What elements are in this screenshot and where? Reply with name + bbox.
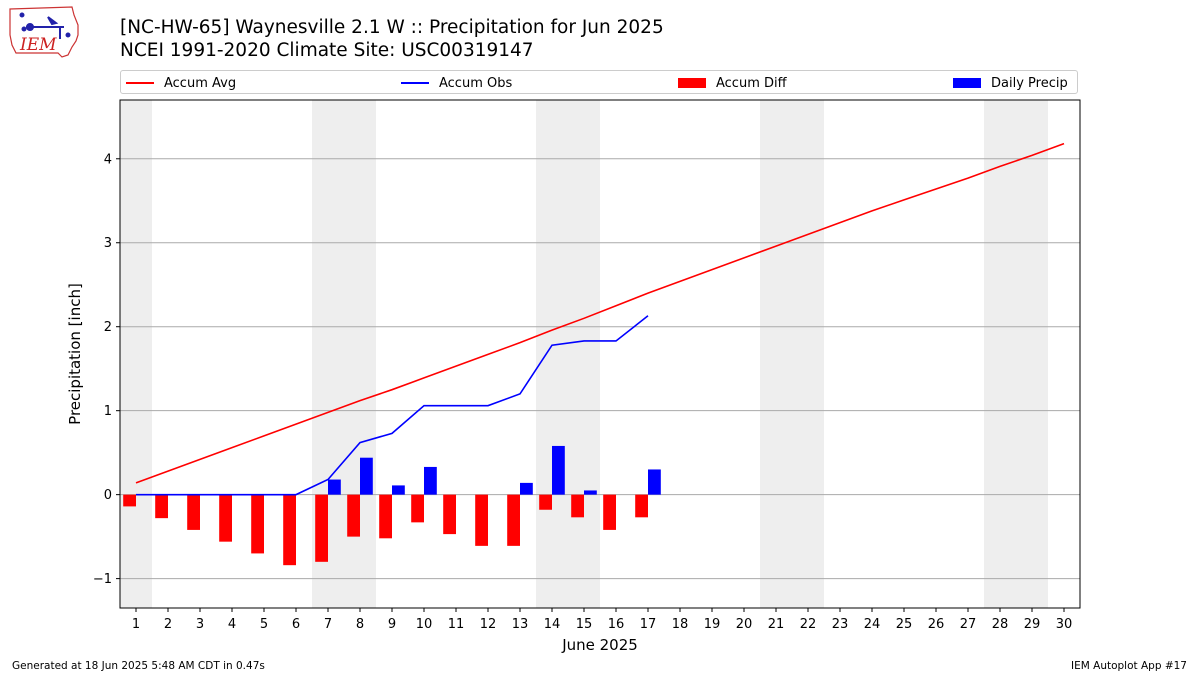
- accum-diff-bar: [635, 494, 648, 518]
- generated-timestamp: Generated at 18 Jun 2025 5:48 AM CDT in …: [12, 660, 265, 672]
- x-tick-label: 26: [928, 617, 945, 632]
- accum-diff-bar: [507, 494, 520, 546]
- weekend-shade-band: [792, 100, 824, 608]
- accum-diff-bar: [475, 494, 488, 546]
- x-tick-label: 10: [416, 617, 433, 632]
- y-tick-label: 1: [104, 404, 112, 419]
- x-tick-label: 9: [388, 617, 396, 632]
- legend-swatch-accum-obs: [401, 82, 429, 84]
- y-tick-label: 2: [104, 320, 112, 335]
- accum-diff-bar: [347, 494, 360, 537]
- accum-diff-bar: [251, 494, 264, 554]
- x-tick-label: 28: [992, 617, 1009, 632]
- daily-precip-bar: [360, 457, 373, 495]
- legend-item-daily-precip: Daily Precip: [953, 74, 1068, 92]
- x-tick-label: 13: [512, 617, 529, 632]
- weekend-shade-band: [120, 100, 152, 608]
- x-tick-label: 20: [736, 617, 753, 632]
- x-tick-label: 12: [480, 617, 497, 632]
- x-tick-label: 24: [864, 617, 881, 632]
- x-tick-label: 27: [960, 617, 977, 632]
- y-tick-label: 4: [104, 152, 112, 167]
- accum-diff-bar: [123, 494, 136, 507]
- x-tick-label: 19: [704, 617, 721, 632]
- weekend-shade-band: [984, 100, 1016, 608]
- daily-precip-bar: [328, 479, 341, 495]
- weather-station-icon: [19, 12, 71, 39]
- y-tick-label: 0: [104, 488, 112, 503]
- accum-diff-bar: [283, 494, 296, 566]
- accum-diff-bar: [219, 494, 232, 542]
- chart-subtitle: NCEI 1991-2020 Climate Site: USC00319147: [120, 40, 534, 61]
- weekend-shade-band: [1016, 100, 1048, 608]
- y-axis-label: Precipitation [inch]: [66, 283, 84, 425]
- daily-precip-bar: [552, 445, 565, 495]
- chart-title: [NC-HW-65] Waynesville 2.1 W :: Precipit…: [120, 17, 664, 38]
- legend-item-accum-obs: Accum Obs: [401, 74, 512, 92]
- accum-avg-line: [135, 142, 1065, 484]
- x-tick-label: 5: [260, 617, 268, 632]
- iowa-state-outline: [9, 6, 79, 58]
- x-tick-label: 2: [164, 617, 172, 632]
- y-tick-label: −1: [93, 572, 112, 587]
- accum-diff-bar: [379, 494, 392, 539]
- daily-precip-bar: [424, 466, 437, 495]
- legend-label-daily-precip: Daily Precip: [991, 75, 1068, 91]
- daily-precip-bar: [392, 485, 405, 495]
- x-tick-label: 6: [292, 617, 300, 632]
- iem-logo: IEM: [9, 6, 79, 58]
- weekend-shade-band: [568, 100, 600, 608]
- legend-label-accum-obs: Accum Obs: [439, 75, 513, 91]
- accum-diff-bar: [411, 494, 424, 523]
- accum-diff-bar: [187, 494, 200, 530]
- legend-swatch-accum-diff: [678, 78, 706, 88]
- legend-label-accum-diff: Accum Diff: [716, 75, 787, 91]
- x-tick-label: 15: [576, 617, 593, 632]
- x-tick-label: 18: [672, 617, 689, 632]
- accum-diff-bar: [539, 494, 552, 510]
- x-axis: 1 2 3 4 5 6 7 8 9 10 11 12 13 14 15 16 17 18 19 20 21 22 23 24 2…: [132, 608, 1072, 632]
- x-tick-label: 14: [544, 617, 561, 632]
- bars: [123, 445, 661, 566]
- x-tick-label: 3: [196, 617, 204, 632]
- x-tick-label: 16: [608, 617, 625, 632]
- accum-obs-line: [136, 315, 649, 496]
- logo-text: IEM: [19, 35, 57, 55]
- plot-frame: [119, 99, 1081, 609]
- daily-precip-bar: [584, 490, 597, 495]
- accum-diff-bar: [603, 494, 616, 530]
- legend-item-accum-avg: Accum Avg: [126, 74, 236, 92]
- y-tick-label: 3: [104, 236, 112, 251]
- y-axis: −1 0 1 2 3 4: [93, 152, 120, 587]
- legend-label-accum-avg: Accum Avg: [164, 75, 237, 91]
- x-tick-label: 30: [1056, 617, 1073, 632]
- accum-diff-bar: [571, 494, 584, 518]
- x-tick-label: 11: [448, 617, 465, 632]
- daily-precip-bar: [648, 469, 661, 495]
- x-axis-label: June 2025: [561, 636, 638, 654]
- x-tick-label: 22: [800, 617, 817, 632]
- legend-swatch-accum-avg: [126, 82, 154, 84]
- x-tick-label: 17: [640, 617, 657, 632]
- x-tick-label: 8: [356, 617, 364, 632]
- accum-diff-bar: [443, 494, 456, 535]
- x-tick-label: 23: [832, 617, 849, 632]
- app-credit: IEM Autoplot App #17: [1071, 660, 1187, 672]
- accum-diff-bar: [155, 494, 168, 519]
- x-tick-label: 29: [1024, 617, 1041, 632]
- legend: Accum Avg Accum Obs Accum Diff Daily Pre…: [120, 70, 1078, 94]
- x-tick-label: 7: [324, 617, 332, 632]
- daily-precip-bar: [520, 482, 533, 495]
- legend-item-accum-diff: Accum Diff: [678, 74, 787, 92]
- x-tick-label: 25: [896, 617, 913, 632]
- accum-diff-bar: [315, 494, 328, 562]
- x-tick-label: 21: [768, 617, 785, 632]
- x-tick-label: 4: [228, 617, 236, 632]
- lines: [135, 142, 1065, 496]
- legend-swatch-daily-precip: [953, 78, 981, 88]
- weekend-shade-band: [760, 100, 792, 608]
- weekend-shade-band: [536, 100, 568, 608]
- x-tick-label: 1: [132, 617, 140, 632]
